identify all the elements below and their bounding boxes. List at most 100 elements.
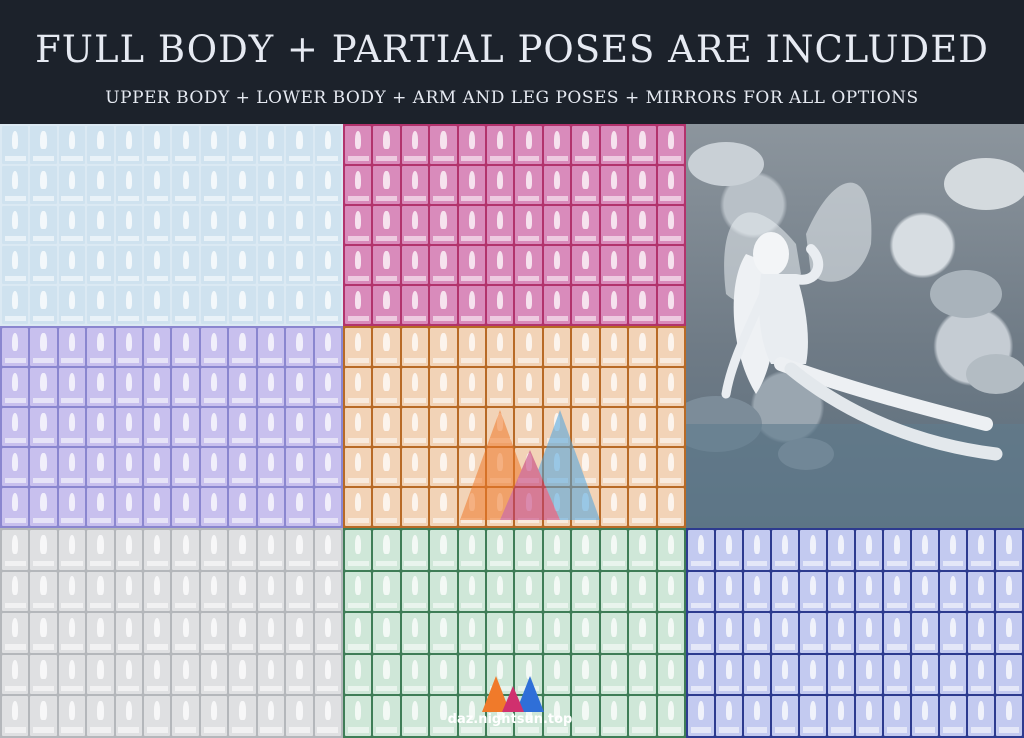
pose-thumbnail bbox=[430, 206, 457, 244]
pose-thumbnail bbox=[657, 530, 684, 570]
pose-thumbnail bbox=[430, 246, 457, 284]
pose-thumbnail bbox=[2, 613, 29, 653]
pose-thumbnail bbox=[772, 696, 798, 736]
pose-thumbnail bbox=[229, 488, 256, 526]
pose-thumbnail bbox=[257, 368, 285, 406]
pose-thumbnail bbox=[229, 696, 256, 736]
pose-thumbnail bbox=[430, 530, 457, 570]
lower-body-pose-grid bbox=[0, 326, 343, 528]
pose-thumbnail bbox=[458, 696, 486, 736]
pose-thumbnail bbox=[87, 448, 114, 486]
pose-thumbnail bbox=[430, 328, 457, 366]
pose-thumbnail bbox=[373, 530, 400, 570]
pose-thumbnail bbox=[373, 571, 400, 612]
pose-thumbnail bbox=[401, 488, 429, 526]
pose-thumbnail bbox=[144, 166, 171, 204]
pose-thumbnail bbox=[600, 328, 628, 366]
page-title: FULL BODY + PARTIAL POSES ARE INCLUDED bbox=[35, 28, 989, 71]
pose-thumbnail bbox=[688, 530, 714, 570]
pose-thumbnail bbox=[314, 368, 341, 406]
pose-thumbnail bbox=[172, 571, 199, 612]
pose-thumbnail bbox=[200, 246, 228, 284]
pose-thumbnail bbox=[401, 286, 429, 324]
pose-thumbnail bbox=[856, 613, 882, 653]
pose-thumbnail bbox=[458, 571, 486, 612]
pose-thumbnail bbox=[744, 654, 770, 695]
pose-thumbnail bbox=[58, 368, 86, 406]
pose-thumbnail bbox=[430, 448, 457, 486]
pose-thumbnail bbox=[940, 571, 966, 612]
pose-thumbnail bbox=[629, 488, 656, 526]
pose-thumbnail bbox=[58, 286, 86, 324]
fairy-render-image bbox=[686, 124, 1024, 528]
pose-thumbnail bbox=[172, 530, 199, 570]
pose-thumbnail bbox=[572, 408, 599, 446]
pose-thumbnail bbox=[115, 613, 143, 653]
pose-thumbnail bbox=[800, 654, 826, 695]
pose-thumbnail bbox=[515, 571, 542, 612]
pose-thumbnail bbox=[856, 654, 882, 695]
pose-thumbnail bbox=[629, 328, 656, 366]
pose-thumbnail bbox=[286, 696, 313, 736]
pose-thumbnail bbox=[572, 696, 599, 736]
pose-thumbnail bbox=[172, 696, 199, 736]
pose-thumbnail bbox=[543, 368, 571, 406]
pose-thumbnail bbox=[373, 328, 400, 366]
pose-thumbnail bbox=[314, 654, 341, 695]
pose-thumbnail bbox=[716, 530, 742, 570]
pose-thumbnail bbox=[172, 206, 199, 244]
pose-thumbnail bbox=[115, 696, 143, 736]
pose-thumbnail bbox=[430, 286, 457, 324]
pose-thumbnail bbox=[257, 246, 285, 284]
pose-thumbnail bbox=[401, 408, 429, 446]
pose-thumbnail bbox=[828, 530, 854, 570]
pose-thumbnail bbox=[115, 166, 143, 204]
pose-thumbnail bbox=[229, 654, 256, 695]
pose-thumbnail bbox=[286, 530, 313, 570]
pose-thumbnail bbox=[600, 613, 628, 653]
pose-thumbnail bbox=[629, 530, 656, 570]
pose-thumbnail bbox=[543, 246, 571, 284]
pose-thumbnail bbox=[257, 328, 285, 366]
pose-thumbnail bbox=[940, 613, 966, 653]
pose-thumbnail bbox=[345, 571, 372, 612]
pose-thumbnail bbox=[2, 448, 29, 486]
pose-thumbnail bbox=[200, 654, 228, 695]
pose-thumbnail bbox=[688, 654, 714, 695]
pose-thumbnail bbox=[314, 488, 341, 526]
pose-thumbnail bbox=[172, 448, 199, 486]
pose-thumbnail bbox=[716, 571, 742, 612]
pose-thumbnail bbox=[345, 696, 372, 736]
pose-thumbnail bbox=[144, 328, 171, 366]
pose-thumbnail bbox=[2, 206, 29, 244]
pose-thumbnail bbox=[144, 368, 171, 406]
pose-thumbnail bbox=[30, 206, 57, 244]
pose-thumbnail bbox=[2, 166, 29, 204]
pose-thumbnail bbox=[286, 654, 313, 695]
pose-thumbnail bbox=[629, 448, 656, 486]
header: FULL BODY + PARTIAL POSES ARE INCLUDED U… bbox=[0, 0, 1024, 124]
pose-thumbnail bbox=[430, 488, 457, 526]
pose-thumbnail bbox=[940, 530, 966, 570]
pose-thumbnail bbox=[87, 530, 114, 570]
pose-thumbnail bbox=[629, 613, 656, 653]
pose-thumbnail bbox=[58, 166, 86, 204]
pose-thumbnail bbox=[884, 613, 910, 653]
pose-thumbnail bbox=[58, 530, 86, 570]
pose-thumbnail bbox=[345, 613, 372, 653]
pose-thumbnail bbox=[800, 530, 826, 570]
pose-thumbnail bbox=[373, 126, 400, 164]
pose-thumbnail bbox=[716, 654, 742, 695]
pose-thumbnail bbox=[716, 613, 742, 653]
watermark-url: daz.nightsun.top bbox=[447, 712, 573, 727]
pose-thumbnail bbox=[286, 368, 313, 406]
pose-thumbnail bbox=[286, 613, 313, 653]
pose-thumbnail bbox=[144, 246, 171, 284]
pose-thumbnail bbox=[430, 613, 457, 653]
pose-thumbnail bbox=[401, 530, 429, 570]
pose-thumbnail bbox=[30, 571, 57, 612]
pose-thumbnail bbox=[345, 286, 372, 324]
pose-thumbnail bbox=[58, 246, 86, 284]
pose-thumbnail bbox=[286, 246, 313, 284]
pose-thumbnail bbox=[2, 696, 29, 736]
